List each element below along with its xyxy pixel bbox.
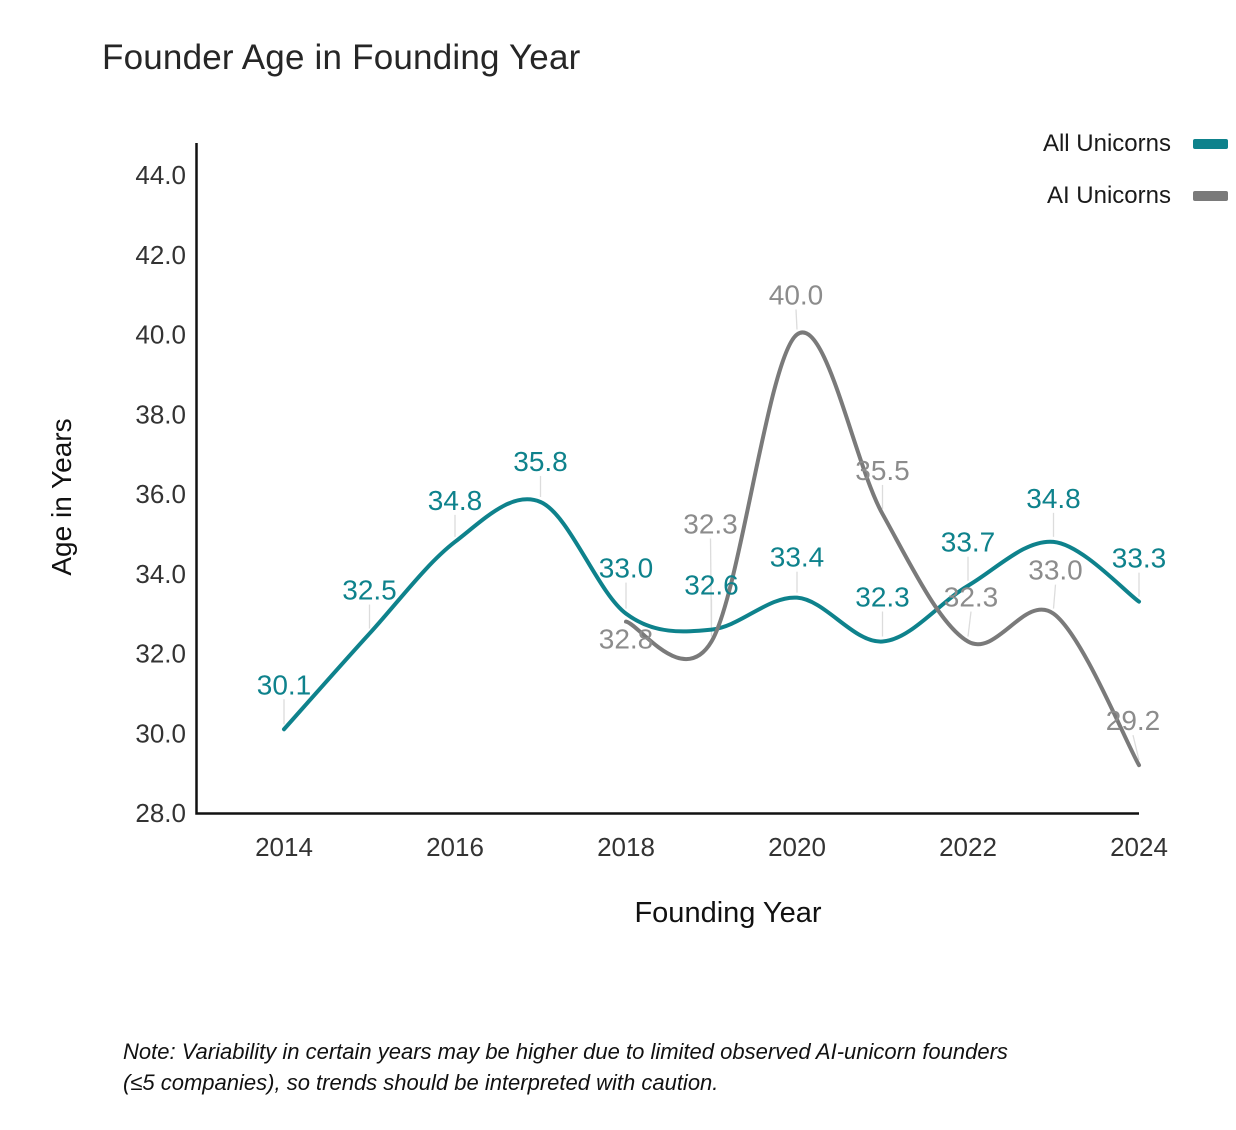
legend-label-all-unicorns: All Unicorns [1042, 130, 1171, 157]
data-label-0-2021: 32.3 [855, 582, 910, 613]
data-label-1-2019: 32.3 [683, 509, 738, 540]
data-label-1-2020: 40.0 [769, 280, 824, 311]
y-tick-42.0: 42.0 [135, 240, 186, 270]
chart-title: Founder Age in Founding Year [102, 38, 581, 77]
x-tick-2014: 2014 [255, 832, 313, 862]
series-line-all-unicorns [282, 497, 1141, 732]
legend-item-ai-unicorns: AI Unicorns [1047, 182, 1228, 210]
x-tick-2022: 2022 [939, 832, 997, 862]
y-tick-34.0: 34.0 [135, 559, 186, 589]
label-leader-1-2024 [1132, 734, 1140, 761]
y-tick-38.0: 38.0 [135, 399, 186, 429]
y-tick-36.0: 36.0 [135, 479, 186, 509]
data-label-0-2020: 33.4 [770, 542, 825, 573]
x-tick-2018: 2018 [597, 832, 655, 862]
data-label-1-2023: 33.0 [1028, 555, 1083, 586]
x-tick-2016: 2016 [426, 832, 484, 862]
legend-swatch-ai-unicorns [1193, 191, 1228, 201]
data-label-1-2022: 32.3 [944, 582, 999, 613]
label-leader-1-2023 [1052, 584, 1057, 609]
series-line-ai-unicorns [624, 330, 1141, 768]
data-label-0-2017: 35.8 [513, 446, 568, 477]
legend-label-ai-unicorns: AI Unicorns [1046, 182, 1171, 209]
y-axis-title: Age in Years [46, 418, 77, 576]
y-tick-32.0: 32.0 [135, 639, 186, 669]
data-label-0-2019: 32.6 [684, 570, 739, 601]
y-tick-44.0: 44.0 [135, 160, 186, 190]
data-label-0-2022: 33.7 [941, 527, 996, 558]
legend-item-all-unicorns: All Unicorns [1043, 130, 1228, 158]
line-chart: 30.1 32.5 34.8 35.8 33.0 32.6 33.4 32.3 33.7 34.8… [135, 143, 1168, 862]
data-label-1-2018: 32.8 [599, 624, 654, 655]
y-tick-30.0: 30.0 [135, 718, 186, 748]
data-label-0-2024: 33.3 [1112, 543, 1167, 574]
data-label-0-2014: 30.1 [257, 669, 312, 700]
legend-swatch-all-unicorns [1193, 139, 1228, 149]
data-label-0-2023: 34.8 [1026, 483, 1081, 514]
axis-lines [195, 143, 1139, 815]
data-label-0-2016: 34.8 [428, 485, 483, 516]
y-tick-28.0: 28.0 [135, 798, 186, 828]
data-label-1-2024: 29.2 [1106, 705, 1161, 736]
footnote-line-2: (≤5 companies), so trends should be inte… [123, 1070, 719, 1095]
label-leader-1-2022 [967, 611, 972, 637]
data-label-0-2015: 32.5 [342, 575, 397, 606]
y-tick-40.0: 40.0 [135, 320, 186, 350]
footnote-line-1: Note: Variability in certain years may b… [123, 1039, 1008, 1064]
x-tick-2020: 2020 [768, 832, 826, 862]
data-label-1-2021: 35.5 [855, 455, 910, 486]
x-tick-2024: 2024 [1110, 832, 1168, 862]
label-leader-1-2019 [709, 538, 713, 637]
data-label-0-2018: 33.0 [599, 553, 654, 584]
x-axis-title: Founding Year [634, 897, 822, 929]
label-leader-1-2020 [795, 309, 798, 330]
footnote: Note: Variability in certain years may b… [123, 1036, 1133, 1098]
